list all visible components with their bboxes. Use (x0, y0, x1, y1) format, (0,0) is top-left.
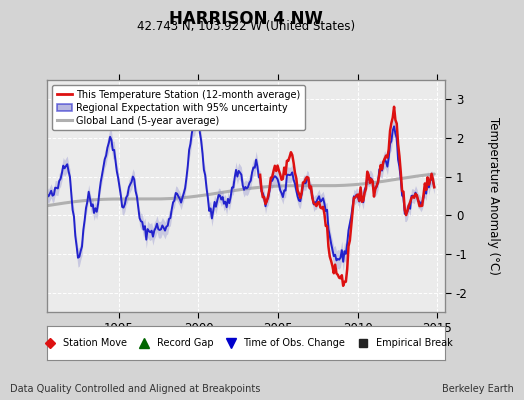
Legend: Station Move, Record Gap, Time of Obs. Change, Empirical Break: Station Move, Record Gap, Time of Obs. C… (36, 334, 456, 352)
Text: HARRISON 4 NW: HARRISON 4 NW (169, 10, 323, 28)
Text: Data Quality Controlled and Aligned at Breakpoints: Data Quality Controlled and Aligned at B… (10, 384, 261, 394)
Legend: This Temperature Station (12-month average), Regional Expectation with 95% uncer: This Temperature Station (12-month avera… (52, 85, 305, 130)
Text: 42.743 N, 103.922 W (United States): 42.743 N, 103.922 W (United States) (137, 20, 355, 33)
Y-axis label: Temperature Anomaly (°C): Temperature Anomaly (°C) (487, 117, 500, 275)
Text: Berkeley Earth: Berkeley Earth (442, 384, 514, 394)
